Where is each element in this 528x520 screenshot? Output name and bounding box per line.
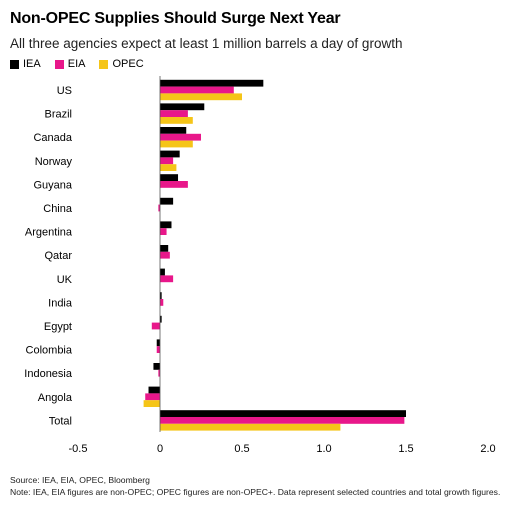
bar-iea-guyana	[160, 174, 179, 181]
bar-eia-us	[160, 86, 234, 94]
x-tick-label: 0.5	[234, 443, 249, 455]
bar-iea-canada	[160, 127, 187, 134]
bar-iea-colombia	[156, 339, 160, 347]
chart-footer: Source: IEA, EIA, OPEC, Bloomberg Note: …	[10, 474, 520, 498]
bar-iea-us	[160, 79, 264, 87]
category-label-china: China	[43, 203, 73, 215]
bar-opec-total	[160, 423, 341, 431]
x-tick-label: 2.0	[480, 443, 495, 455]
bar-eia-argentina	[160, 228, 167, 235]
category-label-egypt: Egypt	[44, 321, 72, 333]
x-tick-label: 1.5	[398, 443, 413, 455]
legend-swatch-opec	[99, 59, 109, 69]
legend-label-opec: OPEC	[112, 58, 144, 70]
bar-iea-total	[160, 410, 406, 417]
category-label-india: India	[48, 297, 73, 309]
bar-eia-angola	[145, 393, 160, 401]
x-tick-label: 1.0	[316, 443, 331, 455]
category-label-qatar: Qatar	[44, 250, 72, 262]
bar-opec-us	[160, 93, 242, 101]
category-label-us: US	[57, 85, 72, 97]
bar-eia-colombia	[156, 346, 160, 353]
bar-iea-brazil	[160, 103, 205, 111]
bar-eia-brazil	[160, 110, 188, 117]
category-label-total: Total	[49, 415, 72, 427]
bar-opec-norway	[160, 164, 177, 171]
source-note: Source: IEA, EIA, OPEC, Bloomberg	[10, 475, 150, 485]
category-label-uk: UK	[57, 274, 73, 286]
category-label-indonesia: Indonesia	[24, 368, 73, 380]
bar-eia-uk	[160, 275, 174, 283]
bar-chart: US Brazil Canada Norway Guyana China Argentina…	[24, 76, 496, 455]
bar-eia-china	[158, 204, 160, 212]
bar-opec-canada	[160, 140, 193, 148]
bar-opec-angola	[143, 400, 160, 407]
bar-iea-qatar	[160, 245, 169, 252]
bar-iea-norway	[160, 150, 180, 158]
bar-iea-uk	[160, 268, 165, 276]
legend: IEA EIA OPEC	[10, 58, 144, 70]
bar-iea-india	[160, 292, 162, 299]
bar-eia-egypt	[151, 322, 160, 330]
x-tick-label: -0.5	[69, 443, 88, 455]
bar-eia-qatar	[160, 251, 170, 259]
category-label-guyana: Guyana	[33, 179, 72, 191]
legend-item-eia: EIA	[54, 58, 86, 70]
legend-item-iea: IEA	[10, 58, 41, 70]
bar-eia-canada	[160, 133, 201, 141]
legend-swatch-eia	[54, 59, 64, 69]
bar-iea-egypt	[160, 315, 162, 323]
bar-iea-angola	[148, 386, 160, 394]
x-tick-label: 0	[157, 443, 163, 455]
bar-iea-argentina	[160, 221, 172, 229]
category-label-argentina: Argentina	[25, 227, 73, 239]
category-label-brazil: Brazil	[44, 109, 72, 121]
category-label-colombia: Colombia	[26, 345, 73, 357]
bar-eia-norway	[160, 157, 174, 165]
legend-label-iea: IEA	[23, 58, 41, 70]
bar-opec-brazil	[160, 117, 193, 124]
bar-eia-total	[160, 417, 405, 424]
category-label-norway: Norway	[35, 156, 73, 168]
legend-swatch-iea	[10, 59, 19, 69]
bar-iea-indonesia	[153, 363, 160, 370]
legend-label-eia: EIA	[67, 58, 86, 70]
chart-subtitle: All three agencies expect at least 1 mil…	[10, 36, 403, 51]
bar-eia-guyana	[160, 181, 188, 188]
bar-eia-indonesia	[158, 369, 160, 377]
legend-item-opec: OPEC	[99, 58, 144, 70]
category-label-canada: Canada	[33, 132, 72, 144]
bar-eia-india	[160, 299, 164, 306]
data-note: Note: IEA, EIA figures are non-OPEC; OPE…	[10, 487, 501, 497]
chart-title: Non-OPEC Supplies Should Surge Next Year	[10, 10, 341, 27]
bar-iea-china	[160, 197, 174, 205]
category-label-angola: Angola	[38, 392, 73, 404]
